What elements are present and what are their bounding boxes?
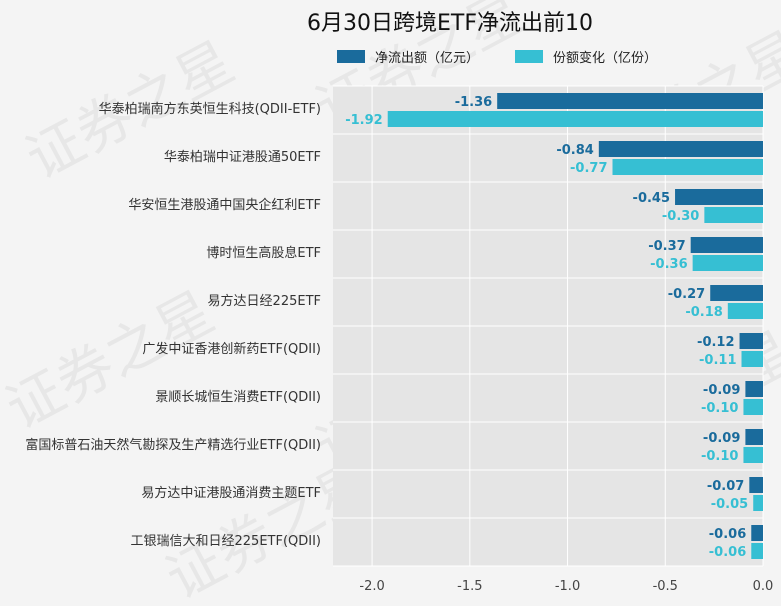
x-tick-label: -2.0 xyxy=(359,579,384,594)
legend-swatch xyxy=(337,50,365,63)
category-label: 华泰柏瑞中证港股通50ETF xyxy=(164,150,321,165)
bar-outflow xyxy=(745,381,763,397)
bar-outflow xyxy=(749,477,763,493)
data-label: -0.84 xyxy=(556,143,593,158)
bar-outflow xyxy=(745,429,763,445)
bar-outflow xyxy=(710,285,763,301)
legend: 净流出额（亿元） 份额变化（亿份） xyxy=(337,50,657,66)
watermark-text: 证券之星 xyxy=(0,280,224,443)
data-label: -0.10 xyxy=(701,449,738,464)
data-label: -0.18 xyxy=(685,305,722,320)
chart-title: 6月30日跨境ETF净流出前10 xyxy=(307,11,593,36)
data-label: -0.27 xyxy=(668,287,705,302)
x-tick-label: -1.5 xyxy=(457,579,482,594)
data-label: -0.37 xyxy=(648,239,685,254)
bar-outflow xyxy=(675,189,763,205)
bar-share-change xyxy=(692,255,763,271)
bar-outflow xyxy=(497,93,763,109)
data-label: -0.11 xyxy=(699,353,736,368)
data-label: -0.06 xyxy=(709,545,746,560)
data-label: -0.77 xyxy=(570,161,607,176)
x-axis: -2.0 -1.5 -1.0 -0.5 0.0 xyxy=(359,579,773,594)
bar-share-change xyxy=(743,399,763,415)
category-label: 易方达中证港股通消费主题ETF xyxy=(141,485,321,501)
data-label: -0.05 xyxy=(711,497,748,512)
data-label: -0.09 xyxy=(703,383,740,398)
bar-share-change xyxy=(753,495,763,511)
category-label: 博时恒生高股息ETF xyxy=(206,245,321,261)
data-label: -0.06 xyxy=(709,527,746,542)
x-tick-label: 0.0 xyxy=(753,579,774,594)
bar-outflow xyxy=(739,333,763,349)
bar-share-change xyxy=(612,159,763,175)
category-label: 工银瑞信大和日经225ETF(QDII) xyxy=(131,534,322,549)
legend-label: 净流出额（亿元） xyxy=(375,51,479,66)
bar-share-change xyxy=(743,447,763,463)
bar-share-change xyxy=(704,207,763,223)
bar-outflow xyxy=(598,141,763,157)
category-label: 广发中证香港创新药ETF(QDII) xyxy=(142,341,321,357)
data-label: -0.09 xyxy=(703,431,740,446)
bar-outflow xyxy=(751,525,763,541)
category-label: 景顺长城恒生消费ETF(QDII) xyxy=(155,390,321,405)
category-labels: 华泰柏瑞南方东英恒生科技(QDII-ETF) 华泰柏瑞中证港股通50ETF 华安恒生… xyxy=(25,101,321,549)
data-label: -0.45 xyxy=(633,191,670,206)
data-label: -1.36 xyxy=(455,95,492,110)
legend-label: 份额变化（亿份） xyxy=(553,50,657,66)
bar-outflow xyxy=(690,237,763,253)
category-label: 富国标普石油天然气勘探及生产精选行业ETF(QDII) xyxy=(25,437,321,453)
legend-swatch xyxy=(515,50,543,63)
data-label: -0.12 xyxy=(697,335,734,350)
x-tick-label: -0.5 xyxy=(653,579,678,594)
bar-share-change xyxy=(741,351,763,367)
x-tick-label: -1.0 xyxy=(555,579,580,594)
data-label: -0.30 xyxy=(662,209,699,224)
data-label: -1.92 xyxy=(345,113,382,128)
data-label: -0.10 xyxy=(701,401,738,416)
data-label: -0.07 xyxy=(707,479,744,494)
bar-share-change xyxy=(751,543,763,559)
category-label: 华安恒生港股通中国央企红利ETF xyxy=(128,197,321,213)
category-label: 易方达日经225ETF xyxy=(208,293,321,309)
bar-share-change xyxy=(387,111,763,127)
data-label: -0.36 xyxy=(650,257,687,272)
bar-share-change xyxy=(727,303,763,319)
bars: -1.36 -1.92 -0.84 -0.77 -0.45 -0.30 -0.37 -0.36… xyxy=(345,93,763,560)
category-label: 华泰柏瑞南方东英恒生科技(QDII-ETF) xyxy=(99,101,321,117)
